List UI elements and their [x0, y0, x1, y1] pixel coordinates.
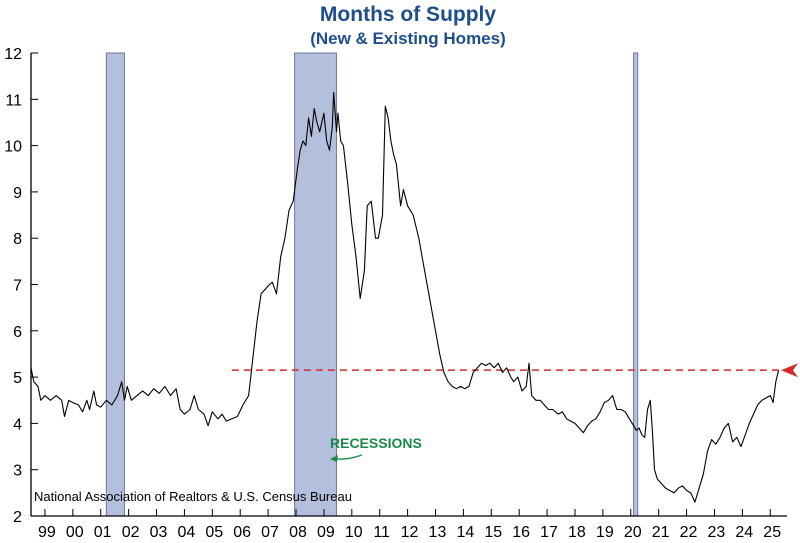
y-tick-label: 8	[13, 231, 22, 248]
recession-band-1	[105, 52, 125, 517]
x-tick-label: 23	[708, 524, 726, 541]
source-note: National Association of Realtors & U.S. …	[34, 489, 352, 504]
x-tick-label: 01	[94, 524, 112, 541]
x-tick-label: 13	[429, 524, 447, 541]
chart-subtitle: (New & Existing Homes)	[310, 29, 506, 48]
recessions-arrow	[333, 454, 363, 460]
x-tick-label: 16	[512, 524, 530, 541]
y-tick-label: 7	[13, 278, 22, 295]
x-tick-label: 19	[596, 524, 614, 541]
x-tick-label: 02	[122, 524, 140, 541]
x-tick-label: 10	[345, 524, 363, 541]
x-tick-label: 25	[763, 524, 781, 541]
x-tick-label: 03	[150, 524, 168, 541]
x-tick-label: 07	[261, 524, 279, 541]
recession-band-2	[294, 52, 337, 517]
y-tick-label: 11	[5, 92, 22, 109]
y-tick-label: 6	[13, 324, 22, 341]
y-tick-label: 5	[13, 370, 22, 387]
x-tick-label: 09	[317, 524, 335, 541]
recessions-arrowhead-icon	[330, 455, 338, 462]
y-tick-label: 12	[4, 46, 22, 63]
recession-band-3	[633, 52, 639, 517]
x-tick-label: 20	[624, 524, 642, 541]
x-tick-label: 06	[233, 524, 251, 541]
series-group	[30, 91, 780, 503]
x-tick-label: 12	[401, 524, 419, 541]
x-tick-label: 24	[735, 524, 753, 541]
x-tick-label: 17	[540, 524, 558, 541]
recessions-label: RECESSIONS	[330, 435, 422, 451]
x-axis-ticks: 99 00 01 02 03 04 05 06 07 08 09 10 11 12 13 14 15 16 17 18…	[38, 509, 781, 541]
y-axis-ticks: 2 3 4 5 6 7 8 9 10 11 12	[4, 46, 38, 526]
y-tick-label: 9	[13, 185, 22, 202]
x-tick-label: 05	[205, 524, 223, 541]
x-tick-label: 21	[652, 524, 670, 541]
recession-bands	[105, 52, 639, 517]
current-value-marker-icon	[781, 363, 798, 378]
x-tick-label: 00	[66, 524, 84, 541]
chart-title: Months of Supply	[320, 3, 496, 26]
y-tick-label: 3	[13, 463, 22, 480]
y-tick-label: 10	[4, 139, 22, 156]
series-line-1	[30, 91, 780, 503]
x-tick-label: 14	[456, 524, 474, 541]
x-tick-label: 18	[568, 524, 586, 541]
y-tick-label: 2	[13, 509, 22, 526]
x-tick-label: 08	[289, 524, 307, 541]
x-tick-label: 22	[680, 524, 698, 541]
x-tick-label: 04	[177, 524, 195, 541]
x-tick-label: 15	[484, 524, 502, 541]
x-tick-label: 99	[38, 524, 56, 541]
y-tick-label: 4	[13, 416, 22, 433]
x-tick-label: 11	[373, 524, 390, 541]
